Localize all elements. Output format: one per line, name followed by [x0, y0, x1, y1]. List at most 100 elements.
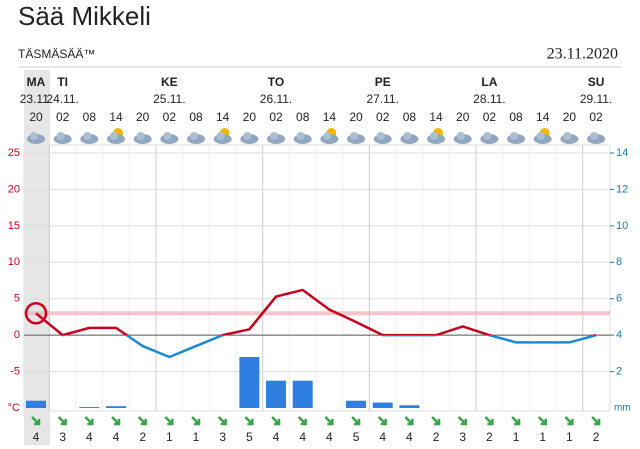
- day-date: 24.11.: [46, 92, 78, 106]
- y-tick-label: 5: [14, 293, 20, 305]
- hour-label: 02: [589, 110, 603, 124]
- cloud-puff: [163, 132, 172, 140]
- hour-label: 02: [269, 110, 283, 124]
- wind-arrow: [484, 416, 494, 426]
- y2-tick-label: 12: [616, 183, 628, 195]
- weather-icon: [560, 132, 579, 144]
- wind-arrow: [137, 416, 147, 426]
- hour-label: 14: [323, 110, 337, 124]
- weather-icon: [373, 132, 392, 144]
- wind-speed: 5: [246, 430, 253, 444]
- past-shade: [24, 70, 50, 445]
- wind-speed: 1: [566, 430, 573, 444]
- wind-speed: 4: [33, 430, 40, 444]
- hour-label: 08: [83, 110, 97, 124]
- y2-tick-label: 8: [616, 256, 622, 268]
- weather-icon: [27, 132, 45, 144]
- cloud-puff: [243, 132, 252, 140]
- precip-bar: [346, 400, 367, 408]
- wind-arrow: [164, 416, 174, 426]
- y-tick-label: 15: [8, 220, 20, 232]
- wind-speed: 3: [59, 430, 66, 444]
- hour-label: 02: [483, 110, 497, 124]
- current-marker: [24, 302, 48, 325]
- wind-arrow: [377, 416, 387, 426]
- wind-arrow: [244, 416, 254, 426]
- hour-label: 20: [349, 110, 363, 124]
- hour-label: 20: [243, 110, 257, 124]
- wind-speed: 2: [433, 430, 440, 444]
- day-date: 29.11.: [580, 92, 612, 106]
- y-tick-label: -5: [10, 365, 20, 377]
- weather-icon: [107, 128, 126, 144]
- hour-label: 02: [56, 110, 70, 124]
- wind-speed: 1: [539, 430, 546, 444]
- wind-arrow: [457, 416, 467, 426]
- temp-line-negative: [60, 335, 597, 359]
- wind-speed: 3: [459, 430, 466, 444]
- wind-arrow: [404, 416, 414, 426]
- wind-speed: 1: [166, 430, 173, 444]
- precip-bar: [292, 380, 313, 408]
- weather-icon: [320, 128, 339, 144]
- hour-label: 14: [216, 110, 230, 124]
- hour-label: 20: [456, 110, 470, 124]
- hour-label: 14: [109, 110, 123, 124]
- cloud-puff: [56, 132, 65, 140]
- y-tick-label: 10: [8, 256, 20, 268]
- wind-speed: 4: [326, 430, 333, 444]
- day-date: 27.11.: [366, 92, 398, 106]
- precip-bar: [26, 400, 46, 408]
- title: Sää Mikkeli: [18, 1, 151, 31]
- weather-icon: [400, 132, 419, 144]
- weather-icon: [267, 132, 286, 144]
- cloud-puff: [483, 132, 492, 140]
- day-name: KE: [161, 75, 178, 89]
- wind-speed: 1: [513, 430, 520, 444]
- day-name: LA: [481, 75, 497, 89]
- wind-arrow: [84, 416, 94, 426]
- cloud-puff: [350, 132, 359, 140]
- cloud-puff: [190, 132, 199, 140]
- weather-icon: [213, 128, 232, 144]
- hour-label: 14: [429, 110, 443, 124]
- weather-icon: [507, 132, 526, 144]
- day-name: TO: [268, 75, 284, 89]
- wind-arrow: [271, 416, 281, 426]
- weather-icon: [187, 132, 206, 144]
- weather-icon: [53, 132, 72, 144]
- hour-label: 08: [509, 110, 523, 124]
- weather-icon: [293, 132, 312, 144]
- wind-arrow: [111, 416, 121, 426]
- wind-speed: 1: [193, 430, 200, 444]
- wind-speed: 2: [139, 430, 146, 444]
- cloud-puff: [323, 132, 332, 140]
- hour-label: 20: [29, 110, 43, 124]
- wind-speed: 4: [86, 430, 93, 444]
- precip-bar: [239, 357, 260, 408]
- wind-speed: 4: [113, 430, 120, 444]
- weather-icon: [427, 128, 446, 144]
- wind-speed: 5: [353, 430, 360, 444]
- wind-speed: 4: [406, 430, 413, 444]
- wind-speed: 2: [486, 430, 493, 444]
- cloud-puff: [456, 132, 465, 140]
- cloud-puff: [296, 132, 305, 140]
- y2-tick-label: 2: [616, 365, 622, 377]
- y2-tick-label: 14: [616, 147, 628, 159]
- precip-bar: [106, 406, 127, 408]
- hour-label: 08: [189, 110, 203, 124]
- y-tick-label: 0: [14, 329, 20, 341]
- wind-speed: 3: [219, 430, 226, 444]
- precip-bar: [399, 405, 420, 408]
- cloud-puff: [403, 132, 412, 140]
- wind-speed: 4: [299, 430, 306, 444]
- wind-arrow: [297, 416, 307, 426]
- cloud-puff: [216, 132, 225, 140]
- wind-arrow: [57, 416, 67, 426]
- weather-icon: [480, 132, 499, 144]
- y2-tick-label: 6: [616, 293, 622, 305]
- precip-bar: [372, 402, 393, 408]
- weather-icon: [533, 128, 552, 144]
- hour-label: 02: [163, 110, 177, 124]
